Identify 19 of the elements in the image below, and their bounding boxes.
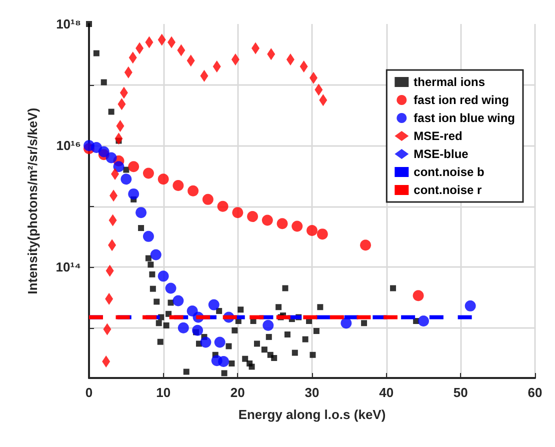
x-axis-title: Energy along l.o.s (keV) xyxy=(238,407,386,422)
legend-label: thermal ions xyxy=(414,75,486,89)
y-tick-label: 10¹⁴ xyxy=(56,260,81,275)
y-tick-label: 10¹⁸ xyxy=(56,16,81,32)
y-tick-label: 10¹⁶ xyxy=(56,138,82,154)
x-tick-label: 10 xyxy=(156,385,171,400)
x-tick-label: 30 xyxy=(304,385,320,400)
legend-label: MSE-blue xyxy=(414,147,469,161)
legend-label: fast ion red wing xyxy=(414,93,510,107)
y-axis-title: Intensity(photons/m²/sr/s/keV) xyxy=(25,108,40,294)
x-tick-label: 0 xyxy=(85,385,93,400)
legend-label: cont.noise b xyxy=(414,165,484,179)
legend-label: MSE-red xyxy=(414,129,462,143)
legend-label: cont.noise r xyxy=(414,183,482,197)
x-tick-label: 50 xyxy=(453,385,468,400)
x-tick-label: 20 xyxy=(230,385,245,400)
legend-label: fast ion blue wing xyxy=(414,111,516,125)
x-tick-label: 40 xyxy=(379,385,394,400)
x-tick-label: 60 xyxy=(528,385,542,400)
